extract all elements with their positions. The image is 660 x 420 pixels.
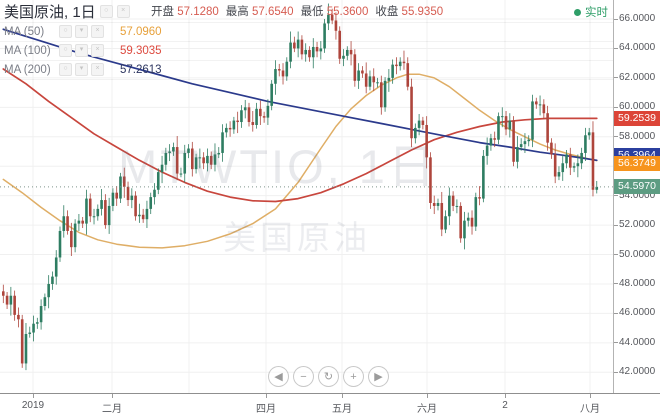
- y-axis-label: 42.0000: [619, 366, 656, 378]
- reset-view-button[interactable]: ↻: [318, 366, 339, 387]
- y-axis-tick: [614, 47, 618, 49]
- realtime-label: 实时: [585, 7, 608, 19]
- x-axis-tick: [112, 394, 113, 398]
- ma-legend-row: MA (200) ○ ▾ × 57.2613: [4, 60, 162, 79]
- ma-label: MA (50): [4, 25, 45, 38]
- ohlc-readout: 开盘 57.1280 最高 57.6540 最低 55.3600 收盘 55.9350: [151, 3, 450, 19]
- divider: [0, 60, 613, 61]
- y-axis-label: 46.0000: [619, 307, 656, 319]
- x-axis-label: 五月: [332, 404, 352, 415]
- y-axis-label: 66.0000: [619, 13, 656, 24]
- scroll-left-button[interactable]: ◀: [268, 366, 289, 387]
- watermark-symbol: MTWTIO, 1日: [118, 140, 438, 193]
- y-axis-label: 60.0000: [619, 101, 656, 113]
- x-axis-label: 2: [502, 400, 508, 411]
- last-price-badge: 54.5970: [614, 179, 660, 195]
- ma-value: 59.3035: [120, 44, 162, 57]
- y-axis-label: 58.0000: [619, 130, 656, 142]
- divider: [0, 41, 613, 42]
- y-axis-tick: [614, 106, 618, 108]
- y-axis-tick: [614, 195, 618, 197]
- chart-nav-controls: ◀ − ↻ + ▶: [268, 366, 393, 387]
- y-axis-label: 62.0000: [619, 71, 656, 83]
- x-axis-tick: [427, 394, 428, 398]
- symbol-close-icon[interactable]: ×: [116, 4, 130, 18]
- y-axis-label: 64.0000: [619, 42, 656, 54]
- x-axis-tick: [590, 394, 591, 398]
- x-axis-tick: [342, 394, 343, 398]
- x-axis-tick: [505, 394, 506, 398]
- watermark-description: 美国原油: [223, 219, 371, 256]
- ma-delete-icon[interactable]: ×: [91, 25, 104, 38]
- chart-header: 美国原油, 1日 ○ × MA (50) ○ ▾ × 57.0960 MA (100) ○ ▾…: [4, 0, 162, 79]
- y-axis-tick: [614, 283, 618, 285]
- time-axis[interactable]: 2019 二月 四月 五月 六月 2 八月: [0, 393, 660, 420]
- x-axis-label: 二月: [102, 404, 122, 415]
- ma-visibility-icon[interactable]: ○: [59, 25, 72, 38]
- ma-settings-icon[interactable]: ▾: [75, 25, 88, 38]
- y-axis-label: 50.0000: [619, 248, 656, 260]
- ma-delete-icon[interactable]: ×: [91, 63, 104, 76]
- ma50-price-badge: 56.3749: [614, 156, 660, 172]
- ma-legend-row: MA (50) ○ ▾ × 57.0960: [4, 22, 162, 41]
- ma-settings-icon[interactable]: ▾: [75, 44, 88, 57]
- y-axis-label: 44.0000: [619, 336, 656, 348]
- ohlc-item: 开盘 57.1280: [151, 6, 219, 18]
- ma-delete-icon[interactable]: ×: [91, 44, 104, 57]
- y-axis-tick: [614, 136, 618, 138]
- symbol-eye-icon[interactable]: ○: [99, 4, 113, 18]
- divider: [0, 79, 613, 80]
- y-axis-label: 48.0000: [619, 277, 656, 289]
- ohlc-item: 收盘 55.9350: [375, 6, 444, 18]
- scroll-right-button[interactable]: ▶: [368, 366, 389, 387]
- ma-value: 57.0960: [120, 25, 162, 38]
- y-axis-label: 54.0000: [619, 189, 656, 201]
- y-axis-tick: [614, 254, 618, 256]
- y-axis-tick: [614, 18, 618, 20]
- ohlc-item: 最高 57.6540: [225, 6, 294, 18]
- x-axis-tick: [33, 394, 34, 398]
- price-axis[interactable]: 66.000064.000062.000060.000058.000056.00…: [613, 0, 660, 393]
- ma-visibility-icon[interactable]: ○: [59, 63, 72, 76]
- x-axis-label: 四月: [256, 404, 276, 415]
- ma-visibility-icon[interactable]: ○: [59, 44, 72, 57]
- x-axis-label: 八月: [580, 404, 600, 415]
- y-axis-tick: [614, 342, 618, 344]
- realtime-status: 实时: [574, 4, 608, 20]
- divider: [0, 22, 613, 23]
- symbol-title[interactable]: 美国原油, 1日: [4, 3, 96, 21]
- ma100-price-badge: 59.2539: [614, 110, 660, 126]
- ma-legend: MA (50) ○ ▾ × 57.0960 MA (100) ○ ▾ × 59.3035 MA (2…: [4, 22, 162, 79]
- x-axis-label: 2019: [21, 400, 45, 411]
- x-axis-label: 六月: [417, 404, 437, 415]
- zoom-in-button[interactable]: +: [343, 366, 364, 387]
- y-axis-label: 52.0000: [619, 219, 656, 231]
- y-axis-tick: [614, 371, 618, 373]
- y-axis-tick: [614, 224, 618, 226]
- ohlc-item: 最低 55.3600: [300, 6, 369, 18]
- ma-settings-icon[interactable]: ▾: [75, 63, 88, 76]
- ma-label: MA (200): [4, 63, 51, 76]
- ma-value: 57.2613: [120, 63, 162, 76]
- y-axis-tick: [614, 312, 618, 314]
- x-axis-tick: [266, 394, 267, 398]
- realtime-dot-icon: [574, 8, 581, 16]
- ma-legend-row: MA (100) ○ ▾ × 59.3035: [4, 41, 162, 60]
- zoom-out-button[interactable]: −: [293, 366, 314, 387]
- y-axis-tick: [614, 77, 618, 79]
- ma-label: MA (100): [4, 44, 51, 57]
